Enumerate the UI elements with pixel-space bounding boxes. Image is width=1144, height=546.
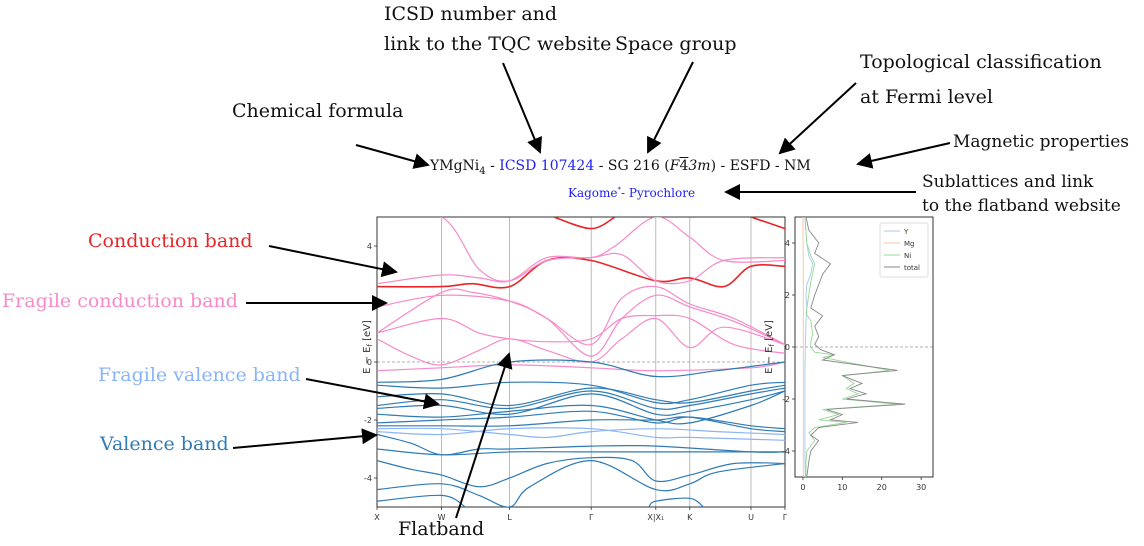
dos-x-tick-label: 0 [800,483,805,492]
dos-y-tick-label: 4 [785,239,790,248]
dos-line-total [805,217,906,477]
kpoint-label: L [507,513,512,522]
annotation-sublattices-line1: Sublattices and link [922,172,1094,192]
label-conduction-band: Conduction band [88,230,253,252]
kpoint-label: K [687,513,693,522]
legend-label-y: Y [903,228,909,236]
magnetic-property: NM [784,158,811,174]
kagome-link[interactable]: Kagome* [568,186,622,200]
kpoint-label: X [374,513,380,522]
y-tick-label: 4 [367,242,372,251]
band-valence [377,448,785,456]
band-valence [377,416,785,433]
annotation-icsd-line2: link to the TQC website [384,33,612,55]
pyrochlore-link[interactable]: Pyrochlore [628,186,696,200]
band-fragile_conduction [377,314,785,354]
annotation-magnetic: Magnetic properties [953,132,1129,152]
band-fragile_valence [377,427,785,441]
band-valence [377,359,785,383]
annotation-icsd-line1: ICSD number and [384,3,558,25]
label-fragile-valence-band: Fragile valence band [98,364,301,386]
band-fragile_conduction [377,317,785,366]
arrow-icsd [502,62,543,154]
band-valence [377,390,785,416]
annotation-topo-line2: at Fermi level [860,86,993,108]
annotation-sublattices-line2: to the flatband website [922,196,1121,216]
band-valence [648,497,704,507]
band-valence [377,384,785,407]
space-group: SG 216 (F43m) [607,158,717,174]
y-tick-label: -2 [364,416,372,425]
label-flatband: Flatband [398,518,485,540]
dos-y-tick-label: -4 [782,447,790,456]
band-fragile_conduction [377,217,785,285]
kpoint-label: Γ [589,513,594,522]
annotation-space-group: Space group [615,33,737,55]
icsd-link[interactable]: ICSD 107424 [499,158,595,174]
kpoint-label: U [748,513,754,522]
band-valence [377,456,785,488]
chemical-formula: YMgNi4 [430,158,486,177]
kpoint-label: X|X₁ [647,513,664,522]
dos-plot-frame [794,216,934,478]
arrow-magnetic [856,142,951,169]
topological-classification: ESFD [729,158,771,174]
sublattice-links: Kagome*- Pyrochlore [568,186,696,200]
dos-y-tick-label: 0 [785,343,790,352]
material-header: YMgNi4 - ICSD 107424 - SG 216 (F43m) - E… [430,158,811,177]
arrow-conduction [268,245,398,278]
arrow-valence [232,428,378,449]
y-tick-label: -4 [364,474,372,483]
arrow-chemical-formula [355,144,430,169]
band-conduction [553,217,616,230]
band-conduction [750,217,785,230]
band-ylabel: E − Ef [eV] [362,320,374,374]
y-tick-label: 0 [367,358,372,367]
band-valence [377,433,785,456]
band-valence [377,390,785,425]
kpoint-label: W [438,513,446,522]
dos-legend: Y Mg Ni total [879,222,929,278]
label-fragile-conduction-band: Fragile conduction band [2,290,238,312]
arrow-space-group [647,61,694,154]
band-valence [377,410,785,430]
band-fragile_conduction [377,361,785,372]
dos-y-tick-label: 2 [785,291,790,300]
arrow-topo [778,82,857,155]
annotation-chemical-formula: Chemical formula [232,100,404,122]
legend-label-total: total [904,264,920,272]
dos-ylabel: E − Ef [eV] [764,320,776,374]
band-valence [377,459,785,507]
band-conduction [377,256,785,289]
dos-x-tick-label: 30 [916,483,926,492]
band-fragile_conduction [377,288,785,357]
arrow-fragile-valence [305,378,440,410]
dos-y-tick-label: -2 [782,395,790,404]
label-valence-band: Valence band [100,433,229,455]
dos-x-tick-label: 20 [877,483,887,492]
dos-x-tick-label: 10 [837,483,847,492]
legend-label-ni: Ni [904,252,911,260]
band-valence [377,387,785,410]
annotation-topo-line1: Topological classification [860,51,1102,73]
legend-label-mg: Mg [904,240,914,248]
band-fragile_valence [377,427,785,439]
kpoint-label: Γ [783,513,788,522]
arrow-flatband [455,352,513,519]
